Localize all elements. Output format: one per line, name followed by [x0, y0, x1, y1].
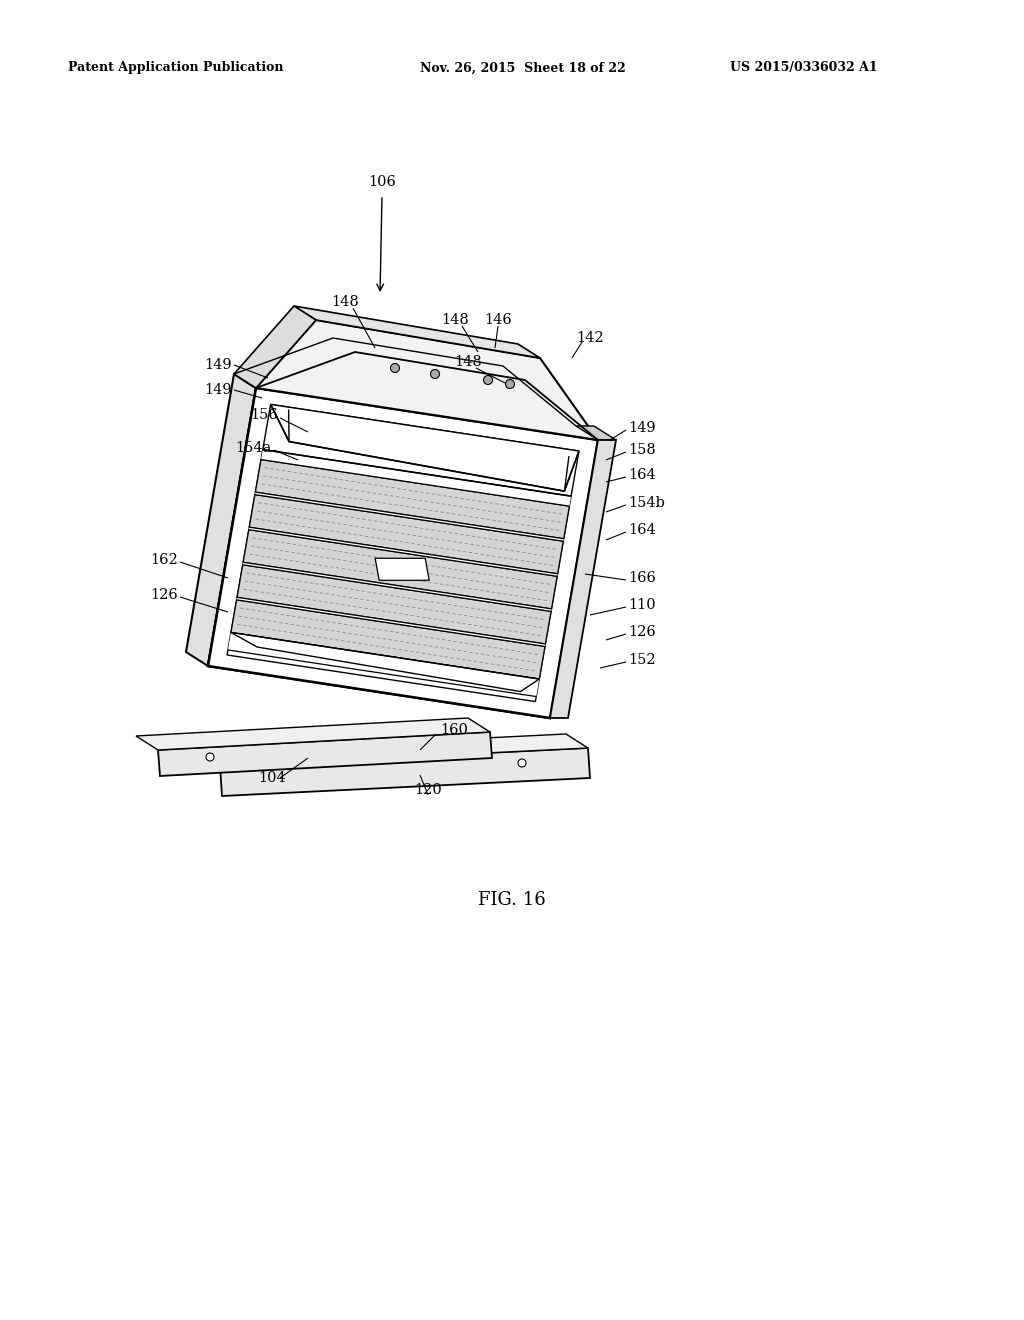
Polygon shape — [256, 319, 598, 440]
Circle shape — [390, 363, 399, 372]
Polygon shape — [375, 558, 429, 581]
Polygon shape — [234, 374, 598, 440]
Text: 164: 164 — [628, 523, 655, 537]
Polygon shape — [575, 426, 616, 440]
Text: 106: 106 — [368, 176, 396, 189]
Polygon shape — [294, 306, 540, 358]
Polygon shape — [243, 562, 552, 611]
Text: 148: 148 — [331, 294, 358, 309]
Text: 148: 148 — [454, 355, 482, 370]
Text: 166: 166 — [628, 572, 656, 585]
Polygon shape — [550, 440, 616, 718]
Polygon shape — [136, 718, 490, 750]
Text: 120: 120 — [414, 783, 442, 797]
Polygon shape — [158, 733, 492, 776]
Text: 158: 158 — [628, 444, 655, 457]
Polygon shape — [208, 388, 598, 718]
Text: 126: 126 — [628, 624, 655, 639]
Text: 126: 126 — [151, 587, 178, 602]
Polygon shape — [255, 492, 563, 541]
Text: 149: 149 — [628, 421, 655, 436]
Text: 154a: 154a — [236, 441, 272, 455]
Circle shape — [206, 752, 214, 762]
Polygon shape — [220, 748, 590, 796]
Text: 156: 156 — [250, 408, 278, 422]
Polygon shape — [243, 529, 557, 609]
Circle shape — [506, 380, 514, 388]
Text: 160: 160 — [440, 723, 468, 737]
Text: 142: 142 — [577, 331, 604, 345]
Text: 148: 148 — [441, 313, 469, 327]
Polygon shape — [198, 734, 588, 766]
Circle shape — [518, 759, 526, 767]
Polygon shape — [238, 565, 551, 644]
Polygon shape — [270, 404, 579, 491]
Text: 162: 162 — [151, 553, 178, 568]
Text: 164: 164 — [628, 469, 655, 482]
Polygon shape — [249, 527, 558, 577]
Text: 104: 104 — [258, 771, 286, 785]
Polygon shape — [231, 599, 545, 678]
Polygon shape — [231, 632, 540, 692]
Polygon shape — [528, 426, 598, 718]
Text: 146: 146 — [484, 313, 512, 327]
Polygon shape — [237, 598, 546, 647]
Text: Nov. 26, 2015  Sheet 18 of 22: Nov. 26, 2015 Sheet 18 of 22 — [420, 62, 626, 74]
Polygon shape — [186, 374, 256, 667]
Text: 154b: 154b — [628, 496, 665, 510]
Polygon shape — [234, 306, 316, 388]
Polygon shape — [249, 495, 563, 574]
Circle shape — [430, 370, 439, 379]
Polygon shape — [228, 632, 540, 697]
Polygon shape — [261, 450, 571, 506]
Text: 110: 110 — [628, 598, 655, 612]
Text: US 2015/0336032 A1: US 2015/0336032 A1 — [730, 62, 878, 74]
Circle shape — [483, 375, 493, 384]
Polygon shape — [255, 459, 569, 539]
Text: Patent Application Publication: Patent Application Publication — [68, 62, 284, 74]
Text: 149: 149 — [205, 358, 232, 372]
Text: FIG. 16: FIG. 16 — [478, 891, 546, 909]
Polygon shape — [208, 388, 598, 718]
Text: 152: 152 — [628, 653, 655, 667]
Text: 149: 149 — [205, 383, 232, 397]
